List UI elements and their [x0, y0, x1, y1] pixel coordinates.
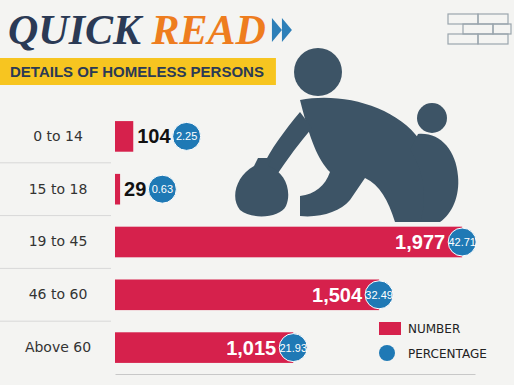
row-separator	[0, 162, 111, 163]
percentage-badge: 21.93	[279, 334, 307, 362]
subtitle-band: DETAILS OF HOMELESS PERSONS	[0, 58, 276, 85]
y-tick: 19 to 45	[29, 233, 88, 249]
percentage-badge: 0.63	[148, 175, 176, 203]
legend-label: NUMBER	[408, 322, 460, 336]
y-tick-label: Above 60	[25, 339, 91, 355]
y-tick: Above 60	[25, 339, 91, 355]
title-word: READ	[141, 7, 266, 53]
percentage-label: 42.71	[448, 236, 476, 248]
legend-label: PERCENTAGE	[408, 347, 487, 361]
y-tick-label: 46 to 60	[29, 286, 88, 302]
percentage-badge: 32.49	[365, 281, 393, 309]
bars	[115, 121, 462, 363]
title: QUICK READ	[8, 7, 266, 53]
bar	[115, 227, 462, 258]
y-tick-label: 19 to 45	[29, 233, 88, 249]
percentage-badge: 42.71	[448, 228, 476, 256]
percentage-marker	[365, 281, 393, 309]
row-separator	[0, 321, 111, 322]
percentage-marker	[448, 228, 476, 256]
subtitle-background	[0, 58, 276, 85]
bar	[115, 174, 120, 205]
percentage-marker	[148, 175, 176, 203]
row-separators	[0, 163, 111, 321]
percentage-marker	[173, 122, 201, 150]
brick	[478, 34, 508, 44]
row-separator	[0, 215, 111, 216]
row-separator	[0, 268, 111, 269]
icon-arm	[262, 112, 312, 176]
percentage-label: 0.63	[152, 183, 173, 195]
badges: 2.25 0.63 42.71 32.49 21.93	[148, 122, 476, 361]
brick	[463, 24, 493, 34]
y-tick: 46 to 60	[29, 286, 88, 302]
brick	[448, 14, 478, 24]
y-tick-label: 0 to 14	[33, 128, 83, 144]
legend: NUMBER PERCENTAGE	[379, 322, 487, 361]
background	[0, 0, 514, 385]
percentage-marker	[279, 334, 307, 362]
brick	[478, 14, 508, 24]
percentage-label: 2.25	[176, 130, 197, 142]
bar-label: 1,015	[226, 337, 276, 359]
y-axis: 0 to 14 15 to 18 19 to 45 46 to 60 Above 60	[25, 128, 91, 355]
legend-swatch	[379, 322, 401, 335]
bar-label: 29	[124, 178, 146, 200]
brick	[493, 24, 511, 34]
chart: QUICK READ DETAILS OF HOMELESS PERSONS 0 t…	[0, 0, 514, 385]
wall-icon	[448, 14, 511, 44]
x-axis-line	[116, 374, 476, 375]
legend-swatch	[379, 345, 395, 361]
bar-label: 104	[137, 125, 171, 147]
icon-bag	[235, 158, 288, 216]
chevron	[272, 18, 282, 42]
x-axis	[116, 374, 476, 375]
percentage-label: 21.93	[279, 342, 307, 354]
bar	[115, 121, 133, 152]
bar-label: 1,977	[395, 231, 445, 253]
icon-child-body	[410, 134, 458, 222]
data-labels: 104 29 1,977 1,504 1,015	[124, 125, 445, 358]
y-tick: 0 to 14	[33, 128, 83, 144]
chevron	[282, 18, 292, 42]
title-chevron	[272, 18, 292, 42]
legend-item: NUMBER	[379, 322, 460, 336]
bar	[115, 332, 293, 363]
legend-item: PERCENTAGE	[379, 345, 487, 361]
icon-head	[294, 48, 342, 96]
subtitle: DETAILS OF HOMELESS PERSONS	[10, 63, 264, 80]
icon-child-head	[417, 103, 447, 133]
title-word: QUICK	[8, 7, 144, 53]
percentage-label: 32.49	[365, 289, 393, 301]
brick	[448, 34, 478, 44]
bar-label: 1,504	[312, 284, 363, 306]
percentage-badge: 2.25	[173, 122, 201, 150]
bar	[115, 279, 379, 310]
y-tick-label: 15 to 18	[29, 181, 88, 197]
y-tick: 15 to 18	[29, 181, 88, 197]
